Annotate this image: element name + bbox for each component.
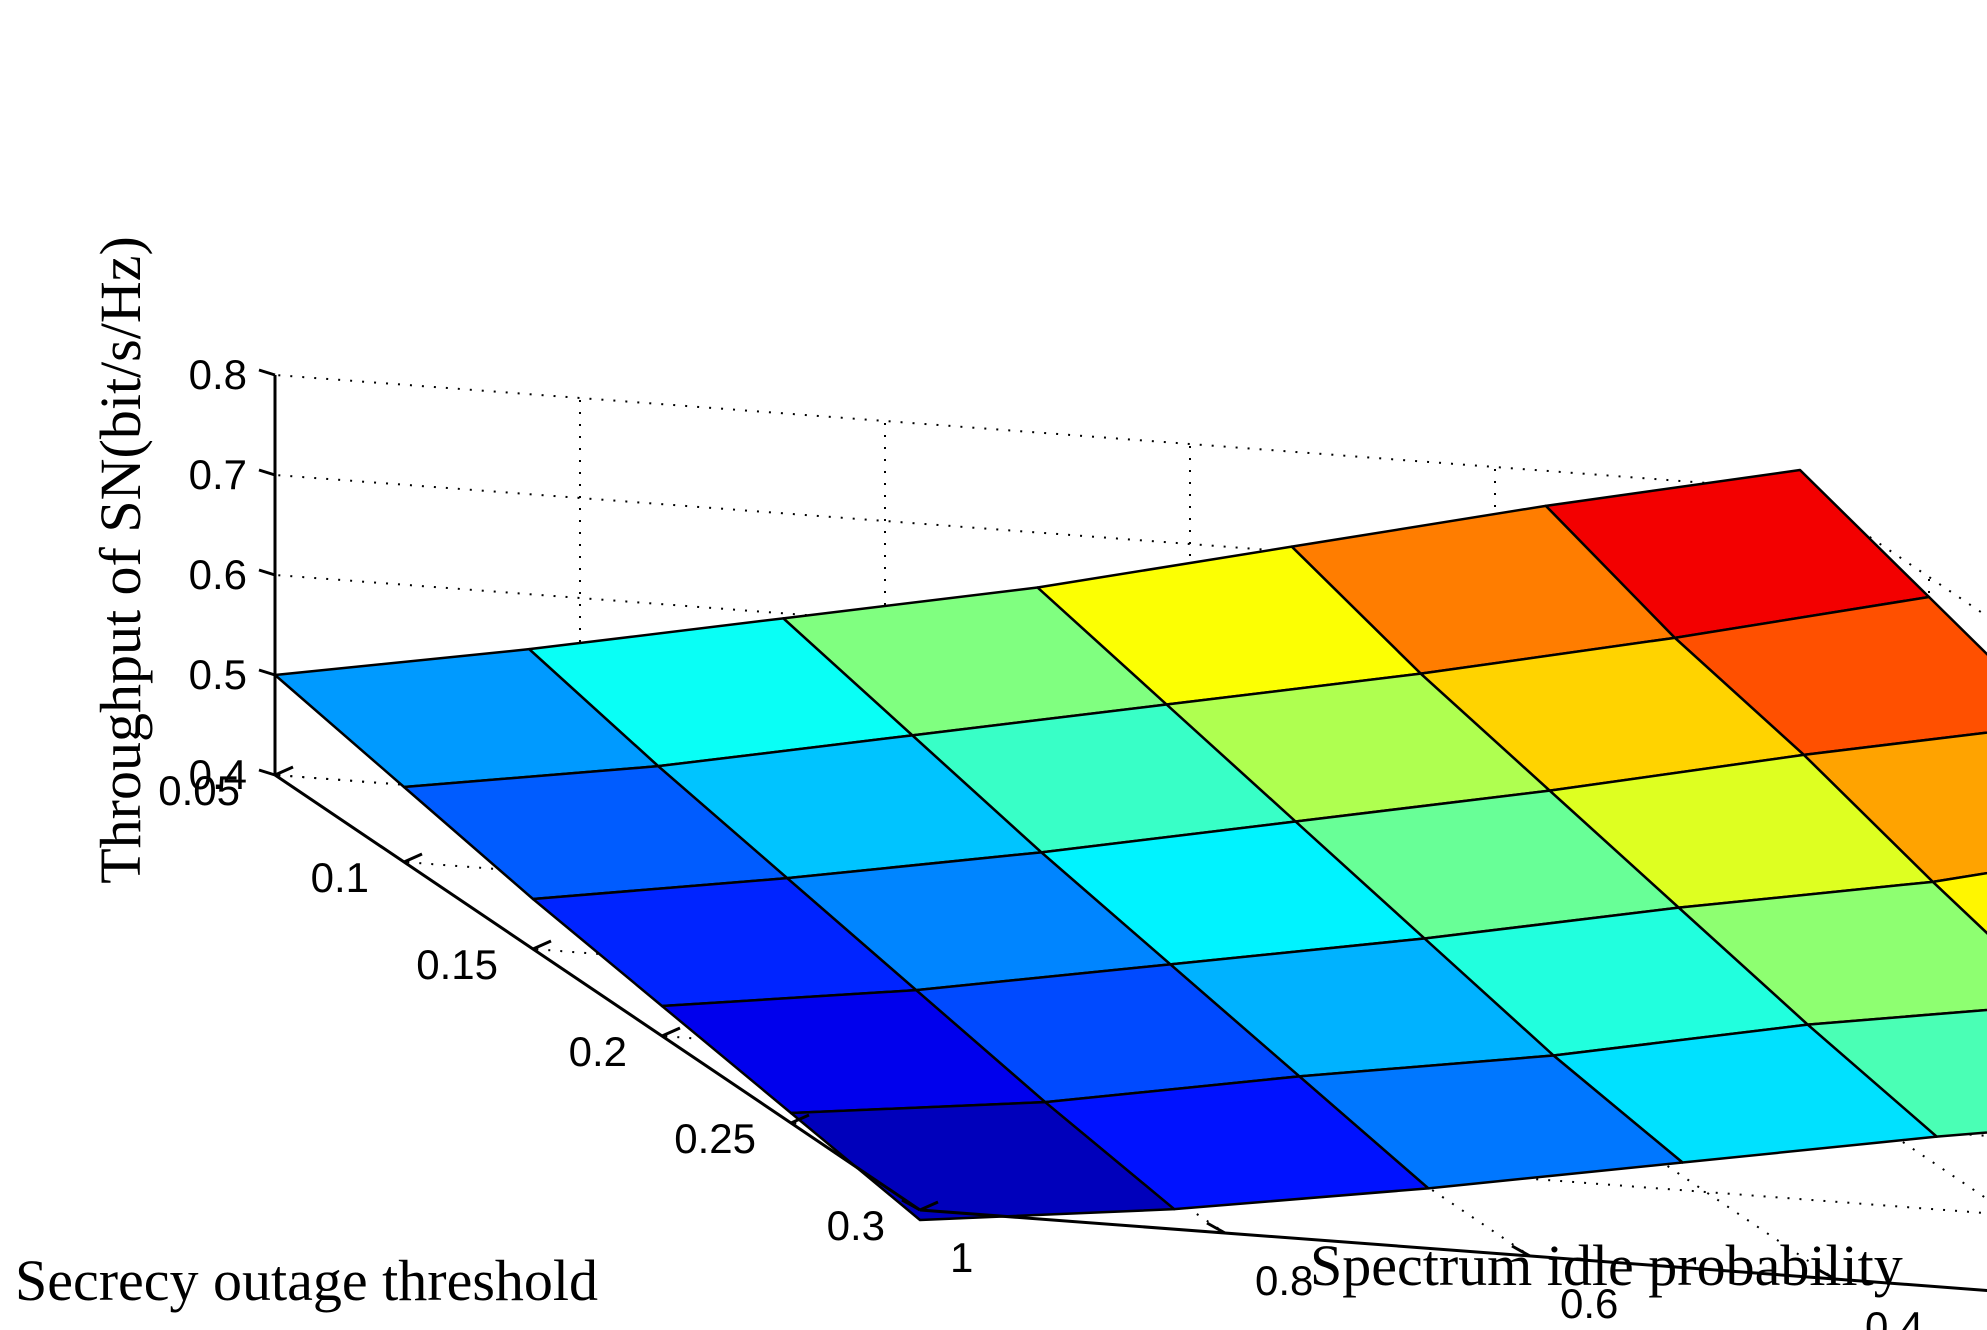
grid-back-z-4	[274, 374, 1801, 491]
x-tick-mark-3	[1511, 1244, 1531, 1258]
label-layer: Throughput of SN(bit/s/Hz) Secrecy outag…	[15, 236, 1903, 1313]
x-tick-mark-2	[1816, 1267, 1836, 1281]
y-tick-label-3: 0.2	[569, 1028, 627, 1075]
z-tick-mark-3	[258, 468, 276, 477]
surface-patch-5-4	[789, 1100, 1176, 1222]
z-tick-mark-1	[258, 668, 276, 677]
y-tick-mark-5	[919, 1200, 939, 1212]
x-tick-mark-4	[1206, 1221, 1226, 1235]
z-tick-label-3: 0.7	[189, 451, 247, 498]
x-tick-label-3: 0.6	[1560, 1280, 1618, 1327]
y-tick-mark-4	[790, 1113, 810, 1125]
x-tick-label-2: 0.4	[1865, 1303, 1923, 1330]
y-tick-mark-3	[661, 1026, 681, 1038]
x-axis-title: Spectrum idle probability	[1310, 1233, 1903, 1298]
z-tick-mark-0	[258, 768, 276, 777]
y-axis-line	[274, 773, 921, 1212]
y-tick-mark-2	[532, 939, 552, 951]
z-tick-mark-2	[258, 568, 276, 577]
z-axis-title: Throughput of SN(bit/s/Hz)	[88, 236, 153, 884]
z-tick-label-2: 0.6	[189, 551, 247, 598]
z-tick-label-0: 0.4	[189, 751, 247, 798]
y-tick-label-0: 0.05	[158, 767, 240, 814]
y-tick-label-4: 0.25	[674, 1115, 756, 1162]
surface-patch-0-3	[1931, 871, 1987, 935]
z-tick-mark-4	[258, 368, 276, 377]
x-tick-label-5: 1	[950, 1234, 973, 1281]
y-tick-mark-0	[274, 765, 294, 777]
y-axis-title: Secrecy outage threshold	[15, 1248, 598, 1313]
x-tick-mark-5	[901, 1198, 921, 1212]
y-tick-label-1: 0.1	[311, 854, 369, 901]
y-tick-label-2: 0.15	[416, 941, 498, 988]
grid-floor-x-2	[1189, 843, 1836, 1280]
z-tick-label-4: 0.8	[189, 351, 247, 398]
y-tick-mark-1	[403, 852, 423, 864]
y-tick-label-5: 0.3	[827, 1202, 885, 1249]
x-axis-line	[919, 1208, 1987, 1292]
x-tick-label-4: 0.8	[1255, 1257, 1313, 1304]
axis-layer: 0.40.50.60.70.80.050.10.150.20.250.300.2…	[158, 351, 1987, 1330]
z-tick-label-1: 0.5	[189, 651, 247, 698]
surface-layer	[273, 468, 1987, 1222]
